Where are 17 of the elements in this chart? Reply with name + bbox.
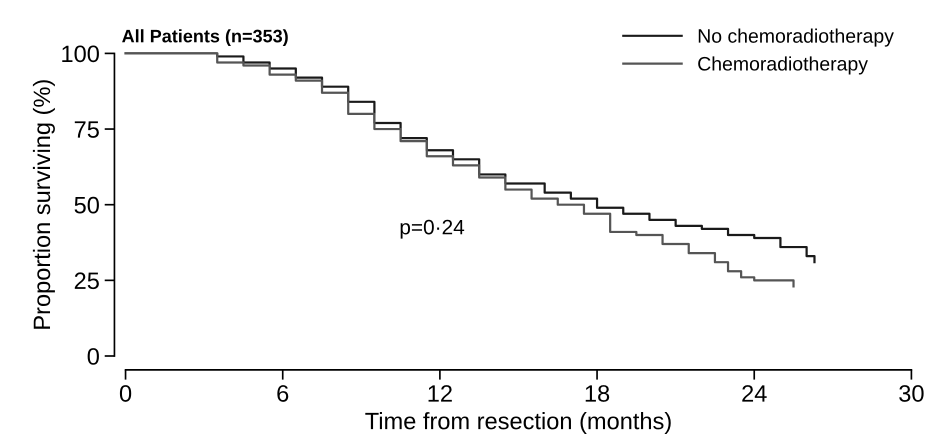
x-axis-title: Time from resection (months) [365,412,671,434]
x-tick-label: 0 [120,385,132,402]
chart-title: All Patients (n=353) [122,29,288,46]
x-tick-label: 18 [586,385,610,402]
y-tick-label: 100 [62,45,99,62]
annotation: p=0·24 [400,220,464,239]
y-tick-label: 25 [74,272,99,290]
x-tick-label: 12 [428,385,452,402]
legend-label: No chemoradiotherapy [698,28,894,47]
y-tick-label: 0 [88,348,99,365]
legend-label: Chemoradiotherapy [698,56,868,75]
y-tick-label: 50 [74,196,99,214]
x-tick-label: 24 [742,385,767,402]
y-tick-label: 75 [74,121,99,138]
y-axis-title: Proportion surviving (%) [32,80,55,329]
x-tick-label: 30 [899,385,924,402]
x-tick-label: 6 [277,385,288,402]
